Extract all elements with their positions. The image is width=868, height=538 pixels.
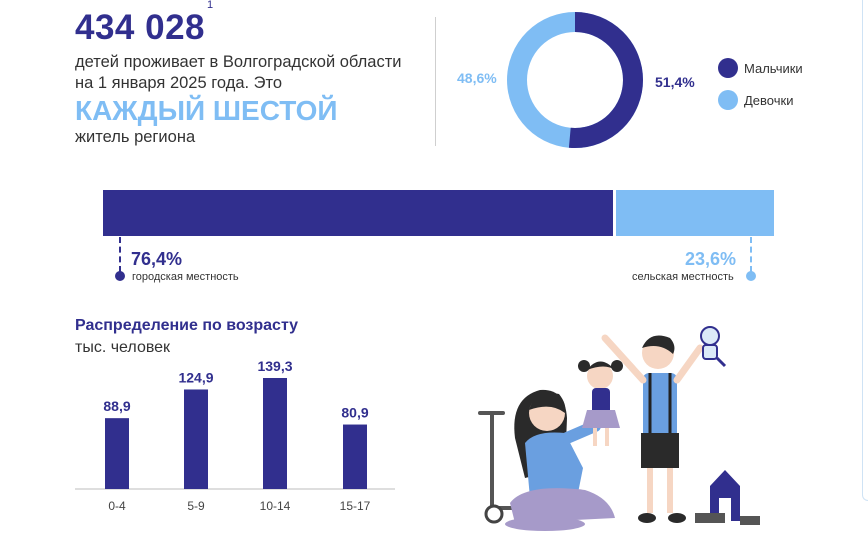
rural-leader-dot (746, 271, 756, 281)
boys-percent: 51,4% (655, 74, 695, 90)
girl-figure-icon (578, 360, 623, 446)
astronaut-toy-icon (700, 326, 727, 368)
age-tick-label: 0-4 (108, 499, 126, 513)
intro-line-1: детей проживает в Волгоградской области (75, 53, 402, 71)
age-bar-10-14 (263, 378, 287, 489)
total-children-value: 434 028 (75, 8, 206, 47)
urban-leader-line (119, 237, 121, 272)
legend-girls-dot (718, 90, 738, 110)
highlight-text: КАЖДЫЙ ШЕСТОЙ (75, 95, 338, 126)
age-bar-15-17 (343, 424, 367, 489)
donut-boys-slice (507, 12, 643, 148)
mother-figure-icon (505, 389, 615, 531)
girls-percent: 48,6% (457, 70, 497, 86)
footnote-marker: 1 (207, 0, 214, 12)
father-figure-icon (601, 334, 704, 523)
scooter-icon (478, 411, 545, 524)
total-children-number: 434 0281 (75, 0, 214, 48)
rural-leader-line (750, 237, 752, 272)
age-chart-units: тыс. человек (75, 339, 171, 356)
age-tick-label: 5-9 (187, 499, 205, 513)
subline-text: житель региона (75, 128, 196, 146)
urban-percent: 76,4% (131, 249, 183, 269)
rural-percent: 23,6% (685, 249, 737, 269)
family-playing-icon (478, 326, 760, 531)
rural-segment (616, 190, 774, 236)
age-tick-label: 15-17 (340, 499, 371, 513)
age-bar-value-label: 139,3 (257, 358, 292, 374)
age-bar-0-4 (105, 418, 129, 489)
legend-girls-label: Девочки (744, 93, 794, 108)
age-bar-value-label: 80,9 (341, 405, 368, 421)
age-bar-5-9 (184, 389, 208, 489)
gender-donut-chart (507, 12, 643, 148)
vertical-divider (435, 17, 436, 146)
age-chart-title: Распределение по возрасту (75, 317, 299, 334)
residence-stacked-bar (103, 190, 774, 236)
legend-boys-label: Мальчики (744, 61, 803, 76)
urban-segment (103, 190, 614, 236)
age-bar-value-label: 88,9 (103, 398, 130, 414)
intro-line-2: на 1 января 2025 года. Это (75, 74, 283, 92)
urban-leader-dot (115, 271, 125, 281)
legend-boys-dot (718, 58, 738, 78)
age-tick-label: 10-14 (260, 499, 291, 513)
urban-label: городская местность (132, 271, 239, 283)
toy-blocks-icon (695, 470, 760, 525)
age-bar-value-label: 124,9 (178, 369, 213, 385)
right-frame-border (862, 0, 868, 501)
rural-label: сельская местность (632, 271, 734, 283)
intro-text: детей проживает в Волгоградской области … (75, 52, 435, 94)
age-bar-chart: 88,9 0-4 124,9 5-9 139,3 10-14 80,9 15-17 (75, 358, 395, 513)
